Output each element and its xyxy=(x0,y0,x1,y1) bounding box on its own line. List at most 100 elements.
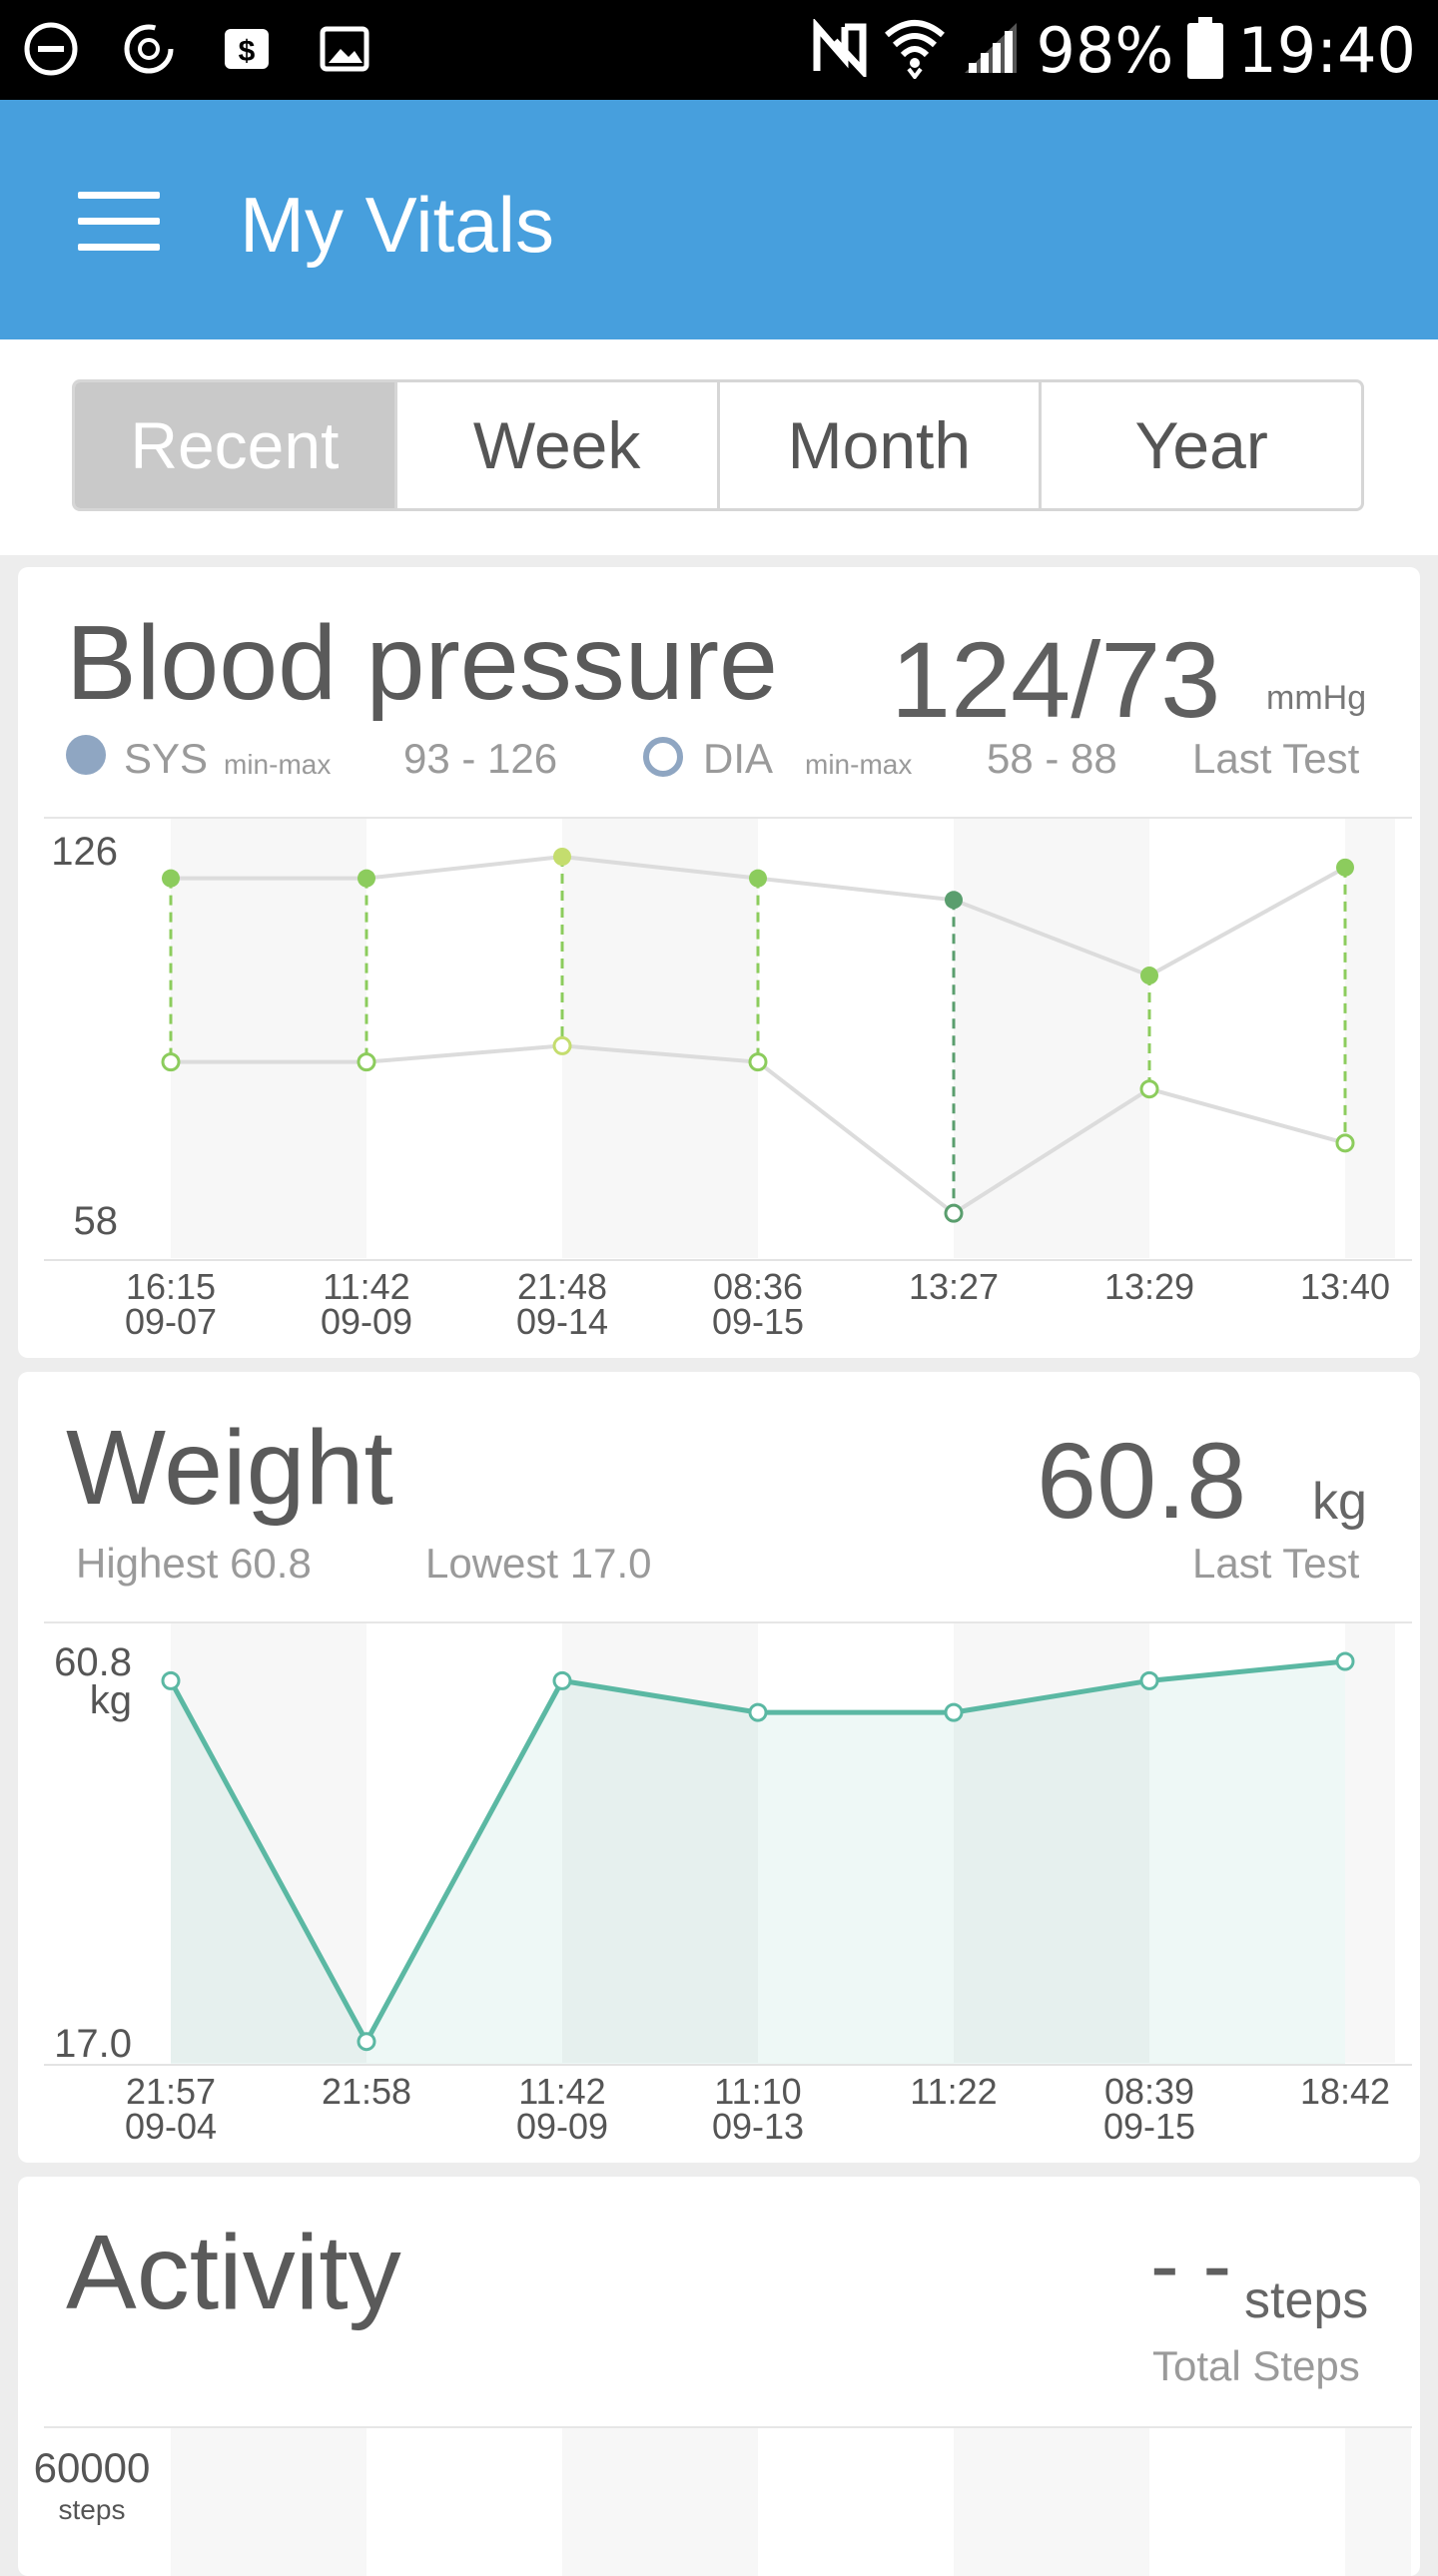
app-bar: My Vitals xyxy=(0,100,1438,339)
y-tick-label-top: 60.8 xyxy=(54,1640,132,1684)
x-tick-date-label: 09-13 xyxy=(712,2106,804,2147)
dia-point xyxy=(944,1203,964,1223)
dia-point xyxy=(1139,1079,1159,1099)
x-tick-date-label: 09-04 xyxy=(125,2106,217,2147)
activity-title: Activity xyxy=(66,2214,401,2331)
weight-point xyxy=(1335,1651,1355,1671)
status-bar: $ 98% 19:40 xyxy=(0,0,1438,100)
tab-week[interactable]: Week xyxy=(393,382,717,508)
activity-value: - - xyxy=(1150,2218,1232,2313)
x-tick-label: 13:27 xyxy=(909,1266,999,1307)
signal-icon xyxy=(961,19,1023,81)
activity-chart-stripes xyxy=(171,2428,1411,2576)
y-tick-label-bottom: 17.0 xyxy=(54,2022,132,2066)
weight-point xyxy=(357,2032,376,2052)
bp-title: Blood pressure xyxy=(66,604,778,722)
bp-divider xyxy=(44,817,1412,819)
range-tabs: Recent Week Month Year xyxy=(72,379,1364,511)
sys-legend-dot-icon xyxy=(66,735,106,775)
x-tick-label: 21:57 xyxy=(126,2071,216,2112)
weight-point xyxy=(1139,1670,1159,1690)
x-tick-label: 11:22 xyxy=(910,2071,997,2112)
activity-ytick-unit: steps xyxy=(58,2494,126,2525)
weight-point xyxy=(944,1702,964,1722)
clock: 19:40 xyxy=(1237,13,1416,87)
money-icon: $ xyxy=(218,20,276,78)
svg-text:$: $ xyxy=(239,35,256,68)
activity-unit: steps xyxy=(1244,2271,1369,2329)
weight-unit: kg xyxy=(1312,1473,1367,1531)
x-tick-label: 08:39 xyxy=(1104,2071,1194,2112)
dia-point xyxy=(1335,1133,1355,1153)
sys-label: SYS xyxy=(124,735,209,782)
wifi-icon xyxy=(883,17,947,83)
weight-card[interactable]: Weight 60.8 kg Highest 60.8 Lowest 17.0 … xyxy=(18,1372,1420,2163)
image-icon xyxy=(316,20,373,78)
activity-subtitle: Total Steps xyxy=(1152,2342,1360,2389)
tab-recent[interactable]: Recent xyxy=(75,382,394,508)
chart-column-stripe xyxy=(1345,819,1395,1258)
dia-point xyxy=(748,1052,768,1072)
sys-point xyxy=(553,848,571,866)
x-tick-date-label: 09-15 xyxy=(1103,2106,1195,2147)
x-tick-label: 11:42 xyxy=(323,1266,409,1307)
weight-point xyxy=(748,1702,768,1722)
dia-legend-ring-icon xyxy=(643,737,683,777)
sys-point xyxy=(162,869,180,888)
sys-point xyxy=(1140,966,1158,985)
activity-ytick-top: 60000 xyxy=(33,2444,151,2491)
hamburger-icon[interactable] xyxy=(78,192,160,252)
sys-point xyxy=(1336,858,1354,877)
x-tick-label: 13:29 xyxy=(1104,1266,1194,1307)
chart-column-stripe xyxy=(562,819,758,1258)
dia-point xyxy=(552,1035,572,1055)
x-tick-label: 11:42 xyxy=(518,2071,605,2112)
bp-value: 124/73 xyxy=(891,619,1221,740)
y-tick-label-top: 126 xyxy=(51,830,118,874)
chart-column-stripe xyxy=(171,1623,366,2063)
weight-highest: Highest 60.8 xyxy=(76,1540,312,1587)
dia-minmax-label: min-max xyxy=(805,749,913,780)
x-tick-label: 18:42 xyxy=(1300,2071,1390,2112)
blood-pressure-card[interactable]: Blood pressure 124/73 mmHg SYS min-max 9… xyxy=(18,567,1420,1358)
bp-last-test-label: Last Test xyxy=(1192,735,1360,782)
activity-card[interactable]: Activity - - steps Total Steps 60000 ste… xyxy=(18,2177,1420,2576)
x-tick-date-label: 09-07 xyxy=(125,1301,217,1342)
dia-label: DIA xyxy=(703,735,774,782)
sys-minmax-label: min-max xyxy=(224,749,332,780)
weight-point xyxy=(552,1670,572,1690)
x-tick-label: 08:36 xyxy=(713,1266,803,1307)
x-tick-label: 21:48 xyxy=(517,1266,607,1307)
weight-value: 60.8 xyxy=(1037,1420,1247,1541)
battery-icon xyxy=(1187,17,1224,83)
weight-last-test-label: Last Test xyxy=(1192,1540,1360,1587)
dia-range: 58 - 88 xyxy=(987,735,1117,782)
weight-lowest: Lowest 17.0 xyxy=(425,1540,652,1587)
activity-divider xyxy=(44,2426,1412,2428)
sys-point xyxy=(749,869,767,888)
weight-title: Weight xyxy=(66,1409,393,1527)
x-tick-date-label: 09-14 xyxy=(516,1301,608,1342)
tab-year[interactable]: Year xyxy=(1039,382,1361,508)
x-tick-date-label: 09-09 xyxy=(516,2106,608,2147)
chart-column-stripe xyxy=(1345,1623,1395,2063)
y-tick-unit-label: kg xyxy=(90,1678,132,1722)
x-tick-label: 21:58 xyxy=(322,2071,411,2112)
sys-range: 93 - 126 xyxy=(403,735,558,782)
dnd-icon xyxy=(22,20,80,78)
chart-column-stripe xyxy=(954,819,1149,1258)
x-tick-date-label: 09-15 xyxy=(712,1301,804,1342)
sys-point xyxy=(358,869,375,888)
tab-month[interactable]: Month xyxy=(716,382,1040,508)
battery-percent: 98% xyxy=(1036,13,1174,87)
dia-point xyxy=(357,1052,376,1072)
page-title: My Vitals xyxy=(240,181,554,269)
x-tick-label: 13:40 xyxy=(1300,1266,1390,1307)
x-tick-date-label: 09-09 xyxy=(321,1301,412,1342)
nfc-icon xyxy=(811,17,869,81)
x-tick-label: 16:15 xyxy=(126,1266,216,1307)
weight-area-fill xyxy=(171,1661,1345,2064)
x-tick-label: 11:10 xyxy=(714,2071,801,2112)
